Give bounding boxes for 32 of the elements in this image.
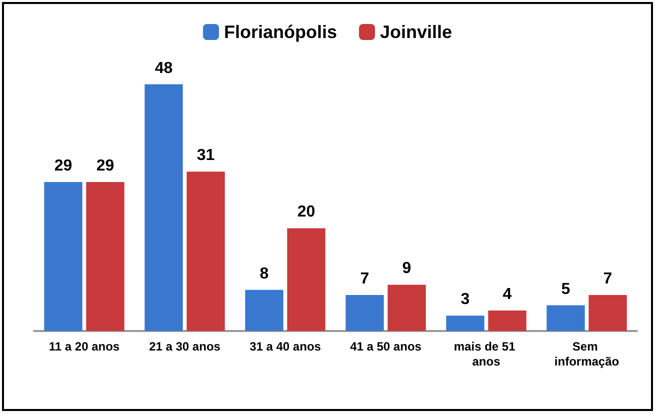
bar xyxy=(287,228,326,331)
data-label: 31 xyxy=(196,147,215,164)
x-tick-label: 11 a 20 anos xyxy=(48,340,120,354)
bar xyxy=(346,295,384,331)
bar xyxy=(186,172,225,331)
bar xyxy=(86,182,124,331)
data-label: 5 xyxy=(561,280,570,298)
bar xyxy=(446,316,484,331)
bar xyxy=(546,305,585,331)
legend-label: Joinville xyxy=(380,22,452,42)
data-label: 29 xyxy=(54,157,72,174)
data-label: 7 xyxy=(603,270,612,288)
bar xyxy=(245,290,284,331)
bar xyxy=(44,182,82,331)
bar xyxy=(588,295,627,331)
x-tick-label: 41 a 50 anos xyxy=(350,340,422,354)
x-tick-label: 21 a 30 anos xyxy=(149,340,221,354)
x-tick-label: mais de 51 anos xyxy=(454,340,519,368)
bar xyxy=(144,84,183,331)
data-label: 29 xyxy=(96,157,114,174)
data-label: 8 xyxy=(260,265,269,282)
data-label: 20 xyxy=(297,204,316,221)
bar xyxy=(488,310,526,331)
data-label: 4 xyxy=(502,286,512,303)
legend-label: Florianópolis xyxy=(224,22,337,42)
data-label: 48 xyxy=(154,60,173,77)
x-tick-label: 31 a 40 anos xyxy=(250,340,322,354)
data-label: 9 xyxy=(402,260,412,278)
x-tick-label: Sem informação xyxy=(554,340,620,368)
data-label: 7 xyxy=(360,270,370,288)
data-label: 3 xyxy=(460,291,470,308)
bar xyxy=(388,284,426,331)
